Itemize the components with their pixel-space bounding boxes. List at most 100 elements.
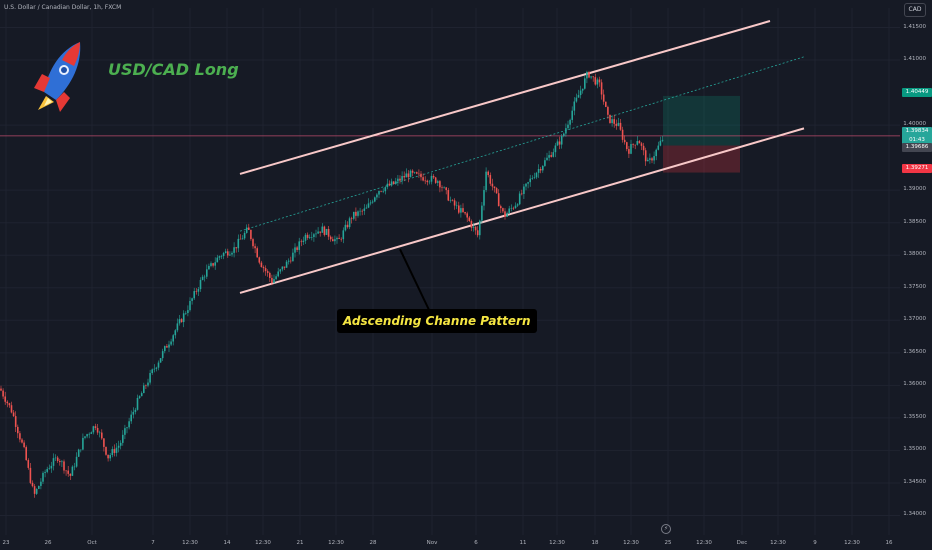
time-tick-label: 12:30 [549,540,565,546]
candle-body [67,470,69,474]
candle-body [31,482,34,487]
pattern-callout[interactable]: Adscending Channe Pattern [337,309,537,333]
candle-body [334,239,336,242]
candle-body [472,226,475,228]
currency-button[interactable]: CAD [904,3,926,17]
candle-body [548,155,550,158]
candle-body [361,210,363,212]
candle-body [420,173,422,178]
candle-body [248,227,250,230]
candle-body [69,473,72,476]
candle-body [166,346,168,348]
candle-body [201,276,204,280]
candle-body [90,432,93,434]
time-tick-label: 16 [885,540,893,546]
candle-body [413,172,416,173]
candle-body [376,194,378,198]
candle-body [600,82,603,95]
candle-body [359,210,361,212]
candle-body [434,177,437,183]
candle-body [623,139,626,143]
candle-body [521,193,523,195]
candle-body [132,411,135,415]
candle-body [185,313,187,314]
candle-body [147,382,149,386]
candle-body [346,224,349,228]
candle-body [407,173,410,178]
candle-body [395,181,397,184]
candle-body [82,437,84,450]
candle-body [348,218,351,228]
time-tick-label: 25 [664,540,672,546]
candle-body [634,144,636,146]
price-tick-label: 1.36000 [903,381,926,388]
time-tick-label: Dec [736,540,748,546]
candle-body [300,241,303,243]
candle-body [512,207,515,209]
candle-body [628,149,630,154]
price-tick-label: 1.39000 [903,186,926,193]
price-tick-label: 1.41500 [903,23,926,30]
candle-body [285,261,288,268]
candle-body [182,313,185,323]
price-tick-label: 1.34000 [903,511,926,518]
candle-body [195,291,198,292]
candle-body [44,471,46,473]
candle-body [531,177,534,179]
time-tick-label: 23 [2,540,10,546]
time-tick-label: 12:30 [182,540,198,546]
candle-body [306,234,309,238]
candle-body [327,228,330,237]
candle-body [0,388,2,391]
target-price-label: 1.40449 [902,88,932,97]
candle-body [325,228,328,235]
time-tick-label: Oct [87,540,97,546]
candle-body [651,158,653,161]
candle-body [151,369,153,374]
candle-body [640,143,643,146]
candle-body [437,181,439,183]
candle-body [283,266,286,268]
candle-body [619,122,622,130]
candle-body [510,207,513,209]
candle-body [342,230,345,240]
candle-body [598,79,601,83]
candle-body [168,344,170,348]
candle-body [208,265,210,270]
candle-body [493,186,496,189]
candle-body [227,251,229,256]
candle-body [657,145,660,150]
candle-body [336,237,338,240]
flash-icon[interactable]: ⚡ [661,524,671,534]
candle-body [50,465,53,469]
candle-body [615,123,618,126]
candle-body [468,217,471,222]
time-tick-label: 12:30 [623,540,639,546]
candle-body [136,397,139,410]
candle-body [405,173,408,178]
candle-body [575,97,578,102]
time-tick-label: Nov [426,540,438,546]
candle-body [71,466,74,476]
candle-body [271,277,273,284]
candle-body [119,442,122,446]
candle-body [199,279,202,290]
candle-body [296,247,298,250]
candle-body [17,426,19,434]
candle-body [525,183,527,187]
candle-body [111,449,114,456]
candle-body [621,129,624,140]
candle-body [180,319,183,323]
candle-body [523,186,525,194]
candle-body [304,234,307,241]
candle-body [458,205,460,213]
candle-body [56,457,59,461]
candle-body [86,434,88,437]
candle-body [647,159,649,162]
candle-body [92,426,95,433]
candle-body [302,240,305,243]
candle-body [308,237,311,238]
candle-body [355,211,357,216]
candle-body [311,236,313,238]
